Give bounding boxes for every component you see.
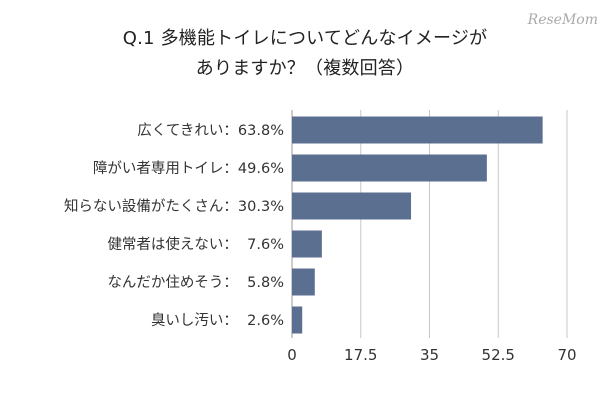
grid-lines — [291, 110, 568, 338]
category-label: なんだか住めそう： 5.8% — [107, 274, 284, 291]
watermark-logo: ReseMom — [527, 12, 598, 28]
category-label: 健常者は使えない： 7.6% — [107, 236, 284, 253]
bars — [292, 116, 543, 334]
category-labels: 広くてきれい：63.8% 障がい者専用トイレ：49.6% 知らない設備がたくさん：3… — [64, 122, 284, 329]
category-label: 臭いし汚い： 2.6% — [151, 312, 284, 329]
x-tick-label: 35 — [420, 346, 439, 364]
chart-title-line1: Q.1 多機能トイレについてどんなイメージが — [122, 28, 488, 49]
bar — [292, 268, 315, 296]
chart-title: Q.1 多機能トイレについてどんなイメージが ありますか？（複数回答） — [0, 24, 610, 84]
bar — [292, 192, 412, 220]
bar — [292, 116, 543, 144]
x-tick-label: 0 — [287, 346, 297, 364]
x-tick-labels: 0 17.5 35 52.5 70 — [287, 346, 576, 364]
bar — [292, 230, 322, 258]
x-tick-label: 70 — [557, 346, 576, 364]
bar — [292, 306, 303, 334]
bar — [292, 154, 487, 182]
chart-title-line2: ありますか？（複数回答） — [195, 58, 415, 79]
x-tick-label: 17.5 — [344, 346, 377, 364]
category-label: 障がい者専用トイレ：49.6% — [93, 159, 284, 177]
category-label: 知らない設備がたくさん：30.3% — [64, 198, 284, 215]
x-tick-label: 52.5 — [482, 346, 515, 364]
category-label: 広くてきれい：63.8% — [137, 122, 284, 139]
